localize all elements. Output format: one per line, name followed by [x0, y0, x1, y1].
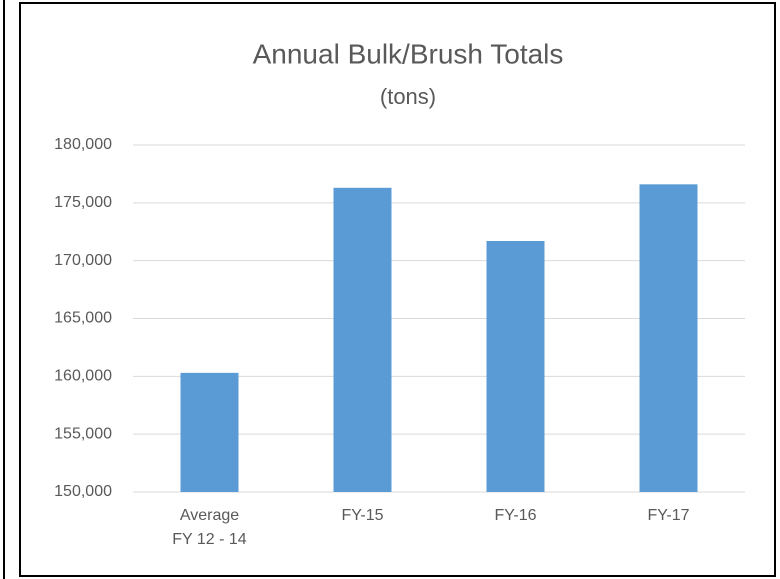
y-tick-label: 175,000	[54, 194, 112, 211]
x-tick-label: FY-15	[341, 507, 384, 524]
bar	[333, 187, 392, 492]
y-tick-label: 165,000	[54, 310, 112, 327]
y-tick-label: 160,000	[54, 368, 112, 385]
chart-title: Annual Bulk/Brush Totals	[253, 38, 564, 69]
bar	[639, 184, 698, 492]
x-tick-label: FY-17	[647, 507, 690, 524]
y-tick-label: 155,000	[54, 425, 112, 442]
bar	[486, 241, 545, 492]
x-tick-label: FY-16	[494, 507, 537, 524]
bar	[180, 372, 239, 492]
y-tick-label: 150,000	[54, 483, 112, 500]
chart-subtitle: (tons)	[380, 84, 436, 109]
y-tick-label: 170,000	[54, 252, 112, 269]
y-tick-label: 180,000	[54, 136, 112, 153]
x-tick-label: Average FY 12 - 14	[172, 507, 247, 548]
